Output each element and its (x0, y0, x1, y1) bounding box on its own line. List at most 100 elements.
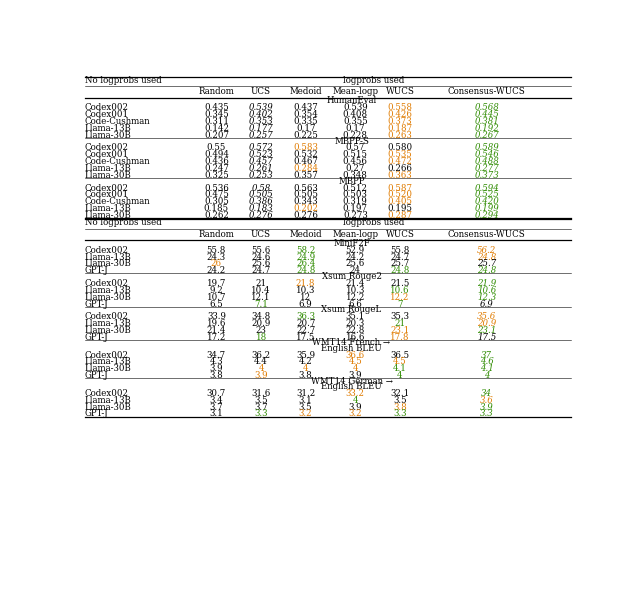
Text: 0.185: 0.185 (204, 204, 229, 213)
Text: 0.445: 0.445 (474, 110, 499, 119)
Text: 23.1: 23.1 (390, 326, 410, 335)
Text: 19.7: 19.7 (207, 279, 226, 288)
Text: MiniF2F: MiniF2F (333, 239, 370, 248)
Text: Llama-30B: Llama-30B (85, 171, 132, 180)
Text: 0.512: 0.512 (343, 184, 368, 192)
Text: 25.6: 25.6 (346, 260, 365, 269)
Text: 0.583: 0.583 (293, 144, 318, 153)
Text: 0.273: 0.273 (343, 211, 367, 220)
Text: UCS: UCS (251, 87, 271, 96)
Text: 0.325: 0.325 (204, 171, 228, 180)
Text: 17.5: 17.5 (296, 333, 316, 342)
Text: 4.6: 4.6 (480, 358, 493, 367)
Text: Medoid: Medoid (289, 87, 322, 96)
Text: 20.9: 20.9 (477, 319, 497, 328)
Text: 7.1: 7.1 (254, 299, 268, 308)
Text: No logprobs used: No logprobs used (85, 76, 162, 85)
Text: 0.523: 0.523 (249, 150, 273, 159)
Text: 3.9: 3.9 (480, 403, 493, 412)
Text: 10.3: 10.3 (296, 286, 316, 295)
Text: 6.5: 6.5 (209, 299, 223, 308)
Text: 3.4: 3.4 (209, 395, 223, 404)
Text: 24.8: 24.8 (296, 266, 316, 275)
Text: 0.402: 0.402 (249, 110, 273, 119)
Text: GPT-J: GPT-J (85, 299, 109, 308)
Text: 24: 24 (350, 266, 361, 275)
Text: Code-Cushman: Code-Cushman (85, 157, 150, 166)
Text: 12: 12 (300, 293, 311, 302)
Text: 3.9: 3.9 (348, 371, 362, 380)
Text: 0.57: 0.57 (346, 144, 365, 153)
Text: 22.7: 22.7 (296, 326, 316, 335)
Text: 0.247: 0.247 (204, 164, 229, 173)
Text: 0.587: 0.587 (387, 184, 412, 192)
Text: 18: 18 (255, 333, 267, 342)
Text: 35.1: 35.1 (346, 313, 365, 322)
Text: Codex002: Codex002 (85, 279, 129, 288)
Text: 56.2: 56.2 (477, 246, 497, 255)
Text: 0.572: 0.572 (249, 144, 273, 153)
Text: 24.8: 24.8 (477, 252, 497, 261)
Text: 6.6: 6.6 (348, 299, 362, 308)
Text: Llama-13B: Llama-13B (85, 252, 132, 261)
Text: 12.2: 12.2 (390, 293, 410, 302)
Text: logprobs used: logprobs used (343, 76, 404, 85)
Text: 3.5: 3.5 (299, 403, 312, 412)
Text: 33.2: 33.2 (346, 389, 365, 398)
Text: 16.6: 16.6 (346, 333, 365, 342)
Text: 0.319: 0.319 (343, 197, 368, 206)
Text: 17.2: 17.2 (207, 333, 226, 342)
Text: 0.335: 0.335 (293, 117, 318, 126)
Text: 0.405: 0.405 (387, 197, 412, 206)
Text: Codex002: Codex002 (85, 313, 129, 322)
Text: 24.2: 24.2 (207, 266, 226, 275)
Text: 0.199: 0.199 (474, 204, 499, 213)
Text: Llama-30B: Llama-30B (85, 364, 132, 373)
Text: 17.8: 17.8 (390, 333, 410, 342)
Text: 0.343: 0.343 (293, 197, 318, 206)
Text: 0.525: 0.525 (474, 191, 499, 200)
Text: 0.294: 0.294 (474, 211, 499, 220)
Text: MBPP-S: MBPP-S (334, 136, 369, 145)
Text: Random: Random (198, 230, 234, 239)
Text: English BLEU: English BLEU (321, 382, 382, 391)
Text: 0.456: 0.456 (343, 157, 368, 166)
Text: GPT-J: GPT-J (85, 371, 109, 380)
Text: 35.9: 35.9 (296, 350, 316, 359)
Text: 23: 23 (255, 326, 266, 335)
Text: 3.8: 3.8 (209, 371, 223, 380)
Text: 0.266: 0.266 (387, 164, 412, 173)
Text: 10.6: 10.6 (390, 286, 410, 295)
Text: 3.2: 3.2 (348, 409, 362, 418)
Text: Codex002: Codex002 (85, 103, 129, 112)
Text: 4: 4 (484, 371, 490, 380)
Text: 3.8: 3.8 (299, 371, 312, 380)
Text: 12.3: 12.3 (477, 293, 497, 302)
Text: Mean-logp: Mean-logp (332, 230, 378, 239)
Text: 4: 4 (259, 364, 264, 373)
Text: 22.8: 22.8 (346, 326, 365, 335)
Text: 0.202: 0.202 (293, 204, 318, 213)
Text: 3.1: 3.1 (299, 395, 312, 404)
Text: 24.7: 24.7 (252, 266, 271, 275)
Text: 10.6: 10.6 (477, 286, 497, 295)
Text: 0.435: 0.435 (204, 103, 228, 112)
Text: 0.580: 0.580 (387, 144, 413, 153)
Text: 0.488: 0.488 (474, 157, 499, 166)
Text: 0.284: 0.284 (293, 164, 318, 173)
Text: Codex002: Codex002 (85, 184, 129, 192)
Text: 4.4: 4.4 (254, 358, 268, 367)
Text: 58.2: 58.2 (296, 246, 316, 255)
Text: 4.5: 4.5 (348, 358, 362, 367)
Text: 24.6: 24.6 (252, 252, 271, 261)
Text: 0.420: 0.420 (474, 197, 499, 206)
Text: 37: 37 (481, 350, 492, 359)
Text: 0.532: 0.532 (293, 150, 318, 159)
Text: 0.277: 0.277 (474, 164, 499, 173)
Text: 34.7: 34.7 (207, 350, 226, 359)
Text: 0.373: 0.373 (388, 117, 412, 126)
Text: 0.17: 0.17 (346, 124, 365, 133)
Text: 0.505: 0.505 (249, 191, 273, 200)
Text: Llama-13B: Llama-13B (85, 395, 132, 404)
Text: 0.568: 0.568 (474, 103, 499, 112)
